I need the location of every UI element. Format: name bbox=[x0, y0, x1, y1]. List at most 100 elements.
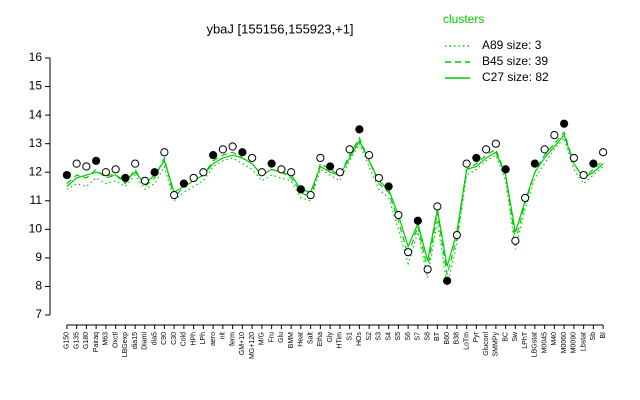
cluster-line bbox=[66, 131, 604, 276]
data-point bbox=[72, 159, 81, 168]
x-tick-label: dia5 bbox=[151, 332, 158, 345]
x-tick-label: M63 bbox=[103, 332, 110, 346]
data-point bbox=[433, 202, 442, 211]
data-point bbox=[365, 150, 374, 160]
data-point bbox=[131, 159, 140, 168]
x-tick-label: Glu bbox=[278, 332, 285, 343]
legend-label: C27 size: 82 bbox=[482, 70, 549, 84]
y-tick-label: 10 bbox=[29, 222, 43, 236]
y-tick-label: 15 bbox=[29, 79, 43, 93]
data-point bbox=[238, 148, 247, 157]
x-tick-label: Gly bbox=[327, 332, 334, 343]
x-tick-label: S7 bbox=[415, 332, 422, 341]
data-point bbox=[82, 162, 91, 171]
x-tick-label: HPh bbox=[190, 332, 197, 346]
x-tick-label: Sw bbox=[512, 331, 519, 342]
x-tick-label: dia15 bbox=[132, 332, 139, 349]
x-tick-label: S2 bbox=[366, 332, 373, 341]
data-point bbox=[491, 139, 500, 148]
data-point bbox=[550, 131, 559, 140]
x-tick-label: LBGexp bbox=[122, 332, 129, 357]
x-tick-label: Pyr bbox=[473, 331, 480, 342]
data-point bbox=[589, 159, 598, 168]
x-tick-label: GM+10 bbox=[239, 332, 246, 355]
data-point bbox=[413, 216, 422, 225]
data-point bbox=[209, 150, 218, 160]
data-point bbox=[374, 173, 383, 183]
x-tick-label: BMM bbox=[288, 332, 295, 349]
x-tick-label: Oxctl bbox=[112, 332, 119, 348]
x-tick-label: Lbstat bbox=[580, 332, 587, 351]
x-tick-label: S8 bbox=[424, 332, 431, 341]
data-point bbox=[394, 210, 403, 220]
x-tick-label: S1 bbox=[346, 332, 353, 341]
data-point bbox=[423, 265, 432, 274]
x-tick-label: B60 bbox=[444, 332, 451, 345]
x-tick-label: Etha bbox=[317, 332, 324, 347]
x-tick-label: Heat bbox=[298, 332, 305, 347]
data-point bbox=[287, 168, 296, 177]
y-tick-label: 11 bbox=[30, 193, 43, 207]
data-point bbox=[579, 170, 588, 180]
data-point bbox=[140, 176, 149, 185]
data-point bbox=[101, 168, 110, 177]
x-tick-label: C90 bbox=[161, 332, 168, 345]
data-point bbox=[277, 165, 286, 174]
data-point bbox=[530, 159, 539, 168]
x-tick-label: M40 bbox=[551, 332, 558, 346]
y-tick-label: 9 bbox=[35, 250, 42, 264]
data-point bbox=[462, 159, 471, 168]
x-tick-label: LPhT bbox=[522, 331, 529, 348]
x-tick-label: MG+120 bbox=[249, 332, 256, 359]
data-point bbox=[248, 153, 257, 163]
x-tick-label: Gluconl bbox=[483, 332, 490, 356]
data-point bbox=[306, 190, 315, 200]
x-tick-label: G180 bbox=[83, 332, 90, 349]
data-point bbox=[501, 165, 510, 174]
data-point bbox=[472, 153, 481, 163]
x-tick-label: HTim bbox=[337, 332, 344, 349]
x-tick-label: ferm bbox=[229, 332, 236, 346]
data-point bbox=[218, 145, 227, 154]
x-tick-label: C30 bbox=[171, 332, 178, 345]
x-tick-label: S3 bbox=[376, 332, 383, 341]
data-point bbox=[560, 119, 569, 128]
x-tick-label: aero bbox=[210, 332, 217, 346]
data-point bbox=[257, 168, 266, 177]
x-tick-label: LPh bbox=[200, 332, 207, 345]
data-point bbox=[92, 156, 101, 165]
legend-label: B45 size: 39 bbox=[482, 54, 548, 68]
x-tick-label: M0060 bbox=[561, 332, 568, 354]
data-point bbox=[267, 159, 276, 168]
data-point bbox=[316, 153, 325, 163]
x-tick-label: B38 bbox=[454, 332, 461, 345]
x-tick-label: S5 bbox=[395, 332, 402, 341]
data-point bbox=[199, 168, 208, 177]
x-tick-label: M/G bbox=[259, 332, 266, 345]
x-tick-label: HOs bbox=[356, 332, 363, 347]
y-tick-label: 8 bbox=[35, 279, 42, 293]
data-point bbox=[170, 190, 179, 200]
x-tick-label: M0045 bbox=[541, 332, 548, 354]
data-point bbox=[511, 236, 520, 245]
data-point bbox=[482, 145, 491, 154]
x-tick-label: Sb bbox=[590, 332, 597, 341]
x-tick-label: G150 bbox=[64, 332, 71, 349]
x-tick-label: SMMPy bbox=[493, 332, 500, 357]
y-tick-label: 13 bbox=[29, 136, 43, 150]
data-point bbox=[111, 165, 120, 174]
x-tick-label: BC bbox=[502, 332, 509, 342]
data-point bbox=[345, 145, 354, 154]
x-tick-label: Salt bbox=[307, 332, 314, 344]
data-point bbox=[569, 153, 578, 163]
x-tick-label: Pairaq bbox=[93, 332, 100, 352]
chart-title: ybaJ [155156,155923,+1] bbox=[206, 21, 353, 36]
data-point bbox=[540, 145, 549, 154]
x-tick-label: LBGstat bbox=[532, 332, 539, 357]
data-point bbox=[404, 248, 413, 257]
data-point bbox=[599, 148, 608, 157]
x-tick-label: S4 bbox=[385, 332, 392, 341]
legend-title: clusters bbox=[443, 12, 484, 26]
y-tick-label: 14 bbox=[29, 107, 43, 121]
